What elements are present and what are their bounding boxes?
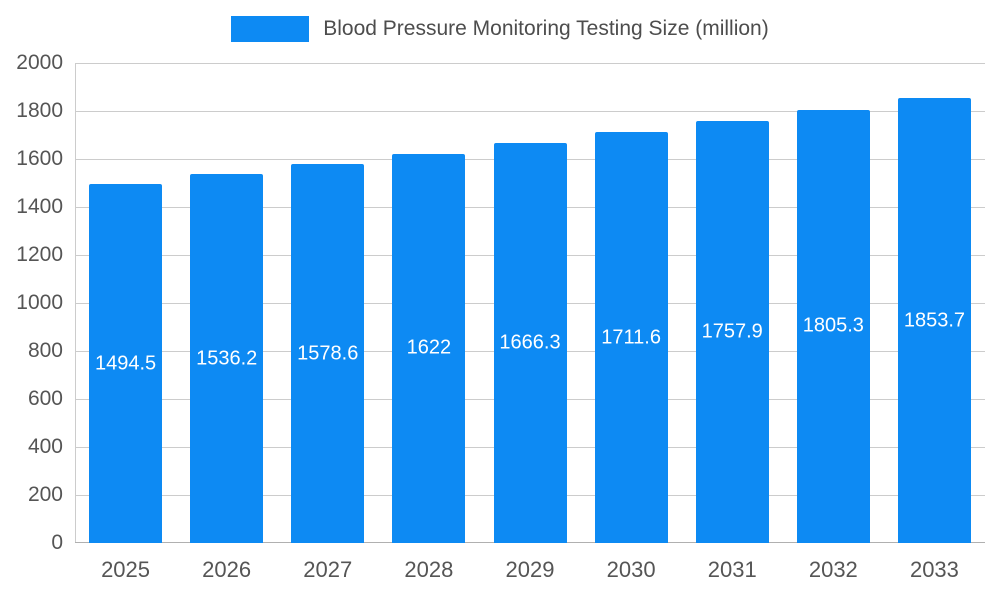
y-tick-label: 1000	[16, 291, 63, 314]
y-tick-label: 1400	[16, 195, 63, 218]
chart-legend: Blood Pressure Monitoring Testing Size (…	[0, 16, 1000, 42]
bar-value-label: 1494.5	[94, 352, 157, 375]
x-tick-label: 2030	[606, 557, 656, 582]
x-tick-label: 2025	[101, 557, 151, 582]
bar-value-label: 1622	[406, 336, 452, 359]
x-tick-label: 2027	[303, 557, 353, 582]
bar	[797, 110, 870, 543]
bar	[89, 184, 162, 543]
bar	[696, 121, 769, 543]
bar	[291, 164, 364, 543]
x-tick-label: 2028	[404, 557, 454, 582]
y-tick-label: 1200	[16, 243, 63, 266]
bar	[595, 132, 668, 543]
gridline	[75, 111, 985, 112]
legend-swatch	[231, 16, 310, 42]
plot-area: 0 200 400 600 800 1000 1200 1400 1600 1800 2000 149…	[16, 51, 985, 582]
bar	[392, 154, 465, 543]
y-tick-label: 1800	[16, 99, 63, 122]
x-tick-label: 2029	[505, 557, 555, 582]
x-tick-label: 2033	[909, 557, 959, 582]
bar-value-label: 1578.6	[297, 342, 359, 365]
bar-value-label: 1805.3	[802, 314, 864, 337]
bar-value-label: 1853.7	[903, 309, 966, 332]
gridline	[75, 63, 985, 64]
x-tick-label: 2026	[202, 557, 252, 582]
bar	[898, 98, 971, 543]
y-tick-label: 600	[27, 387, 63, 410]
y-tick-label: 2000	[16, 51, 63, 74]
bar	[494, 143, 567, 543]
y-tick-label: 0	[51, 531, 63, 554]
y-tick-label: 800	[27, 339, 63, 362]
y-tick-label: 1600	[16, 147, 63, 170]
bar-value-label: 1666.3	[499, 331, 561, 354]
bar-value-label: 1711.6	[601, 326, 661, 349]
bar-value-label: 1757.9	[701, 320, 763, 343]
y-tick-label: 200	[27, 483, 63, 506]
bar	[190, 174, 263, 543]
y-tick-label: 400	[27, 435, 63, 458]
chart-title: Blood Pressure Monitoring Testing Size (…	[323, 17, 769, 40]
x-tick-label: 2032	[808, 557, 858, 582]
x-tick-label: 2031	[707, 557, 757, 582]
bar-value-label: 1536.2	[196, 347, 258, 370]
